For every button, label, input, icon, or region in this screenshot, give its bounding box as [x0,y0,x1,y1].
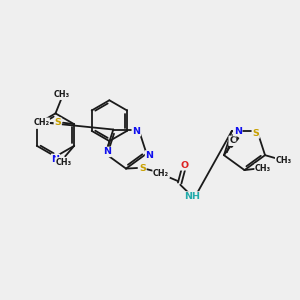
Text: CH₂: CH₂ [33,118,49,127]
Text: CH₃: CH₃ [56,158,72,167]
Text: CH₃: CH₃ [53,90,70,99]
Text: N: N [52,154,59,164]
Text: O: O [180,161,189,170]
Text: N: N [146,151,154,160]
Text: CH₃: CH₃ [276,156,292,165]
Text: CH₂: CH₂ [153,169,169,178]
Text: NH: NH [184,192,200,201]
Text: N: N [234,127,242,136]
Text: S: S [139,164,146,172]
Text: S: S [54,118,61,127]
Text: N: N [132,127,140,136]
Text: N: N [35,119,43,128]
Text: CH₃: CH₃ [255,164,271,173]
Text: N: N [103,147,111,156]
Text: C: C [229,136,236,145]
Text: S: S [252,129,259,138]
